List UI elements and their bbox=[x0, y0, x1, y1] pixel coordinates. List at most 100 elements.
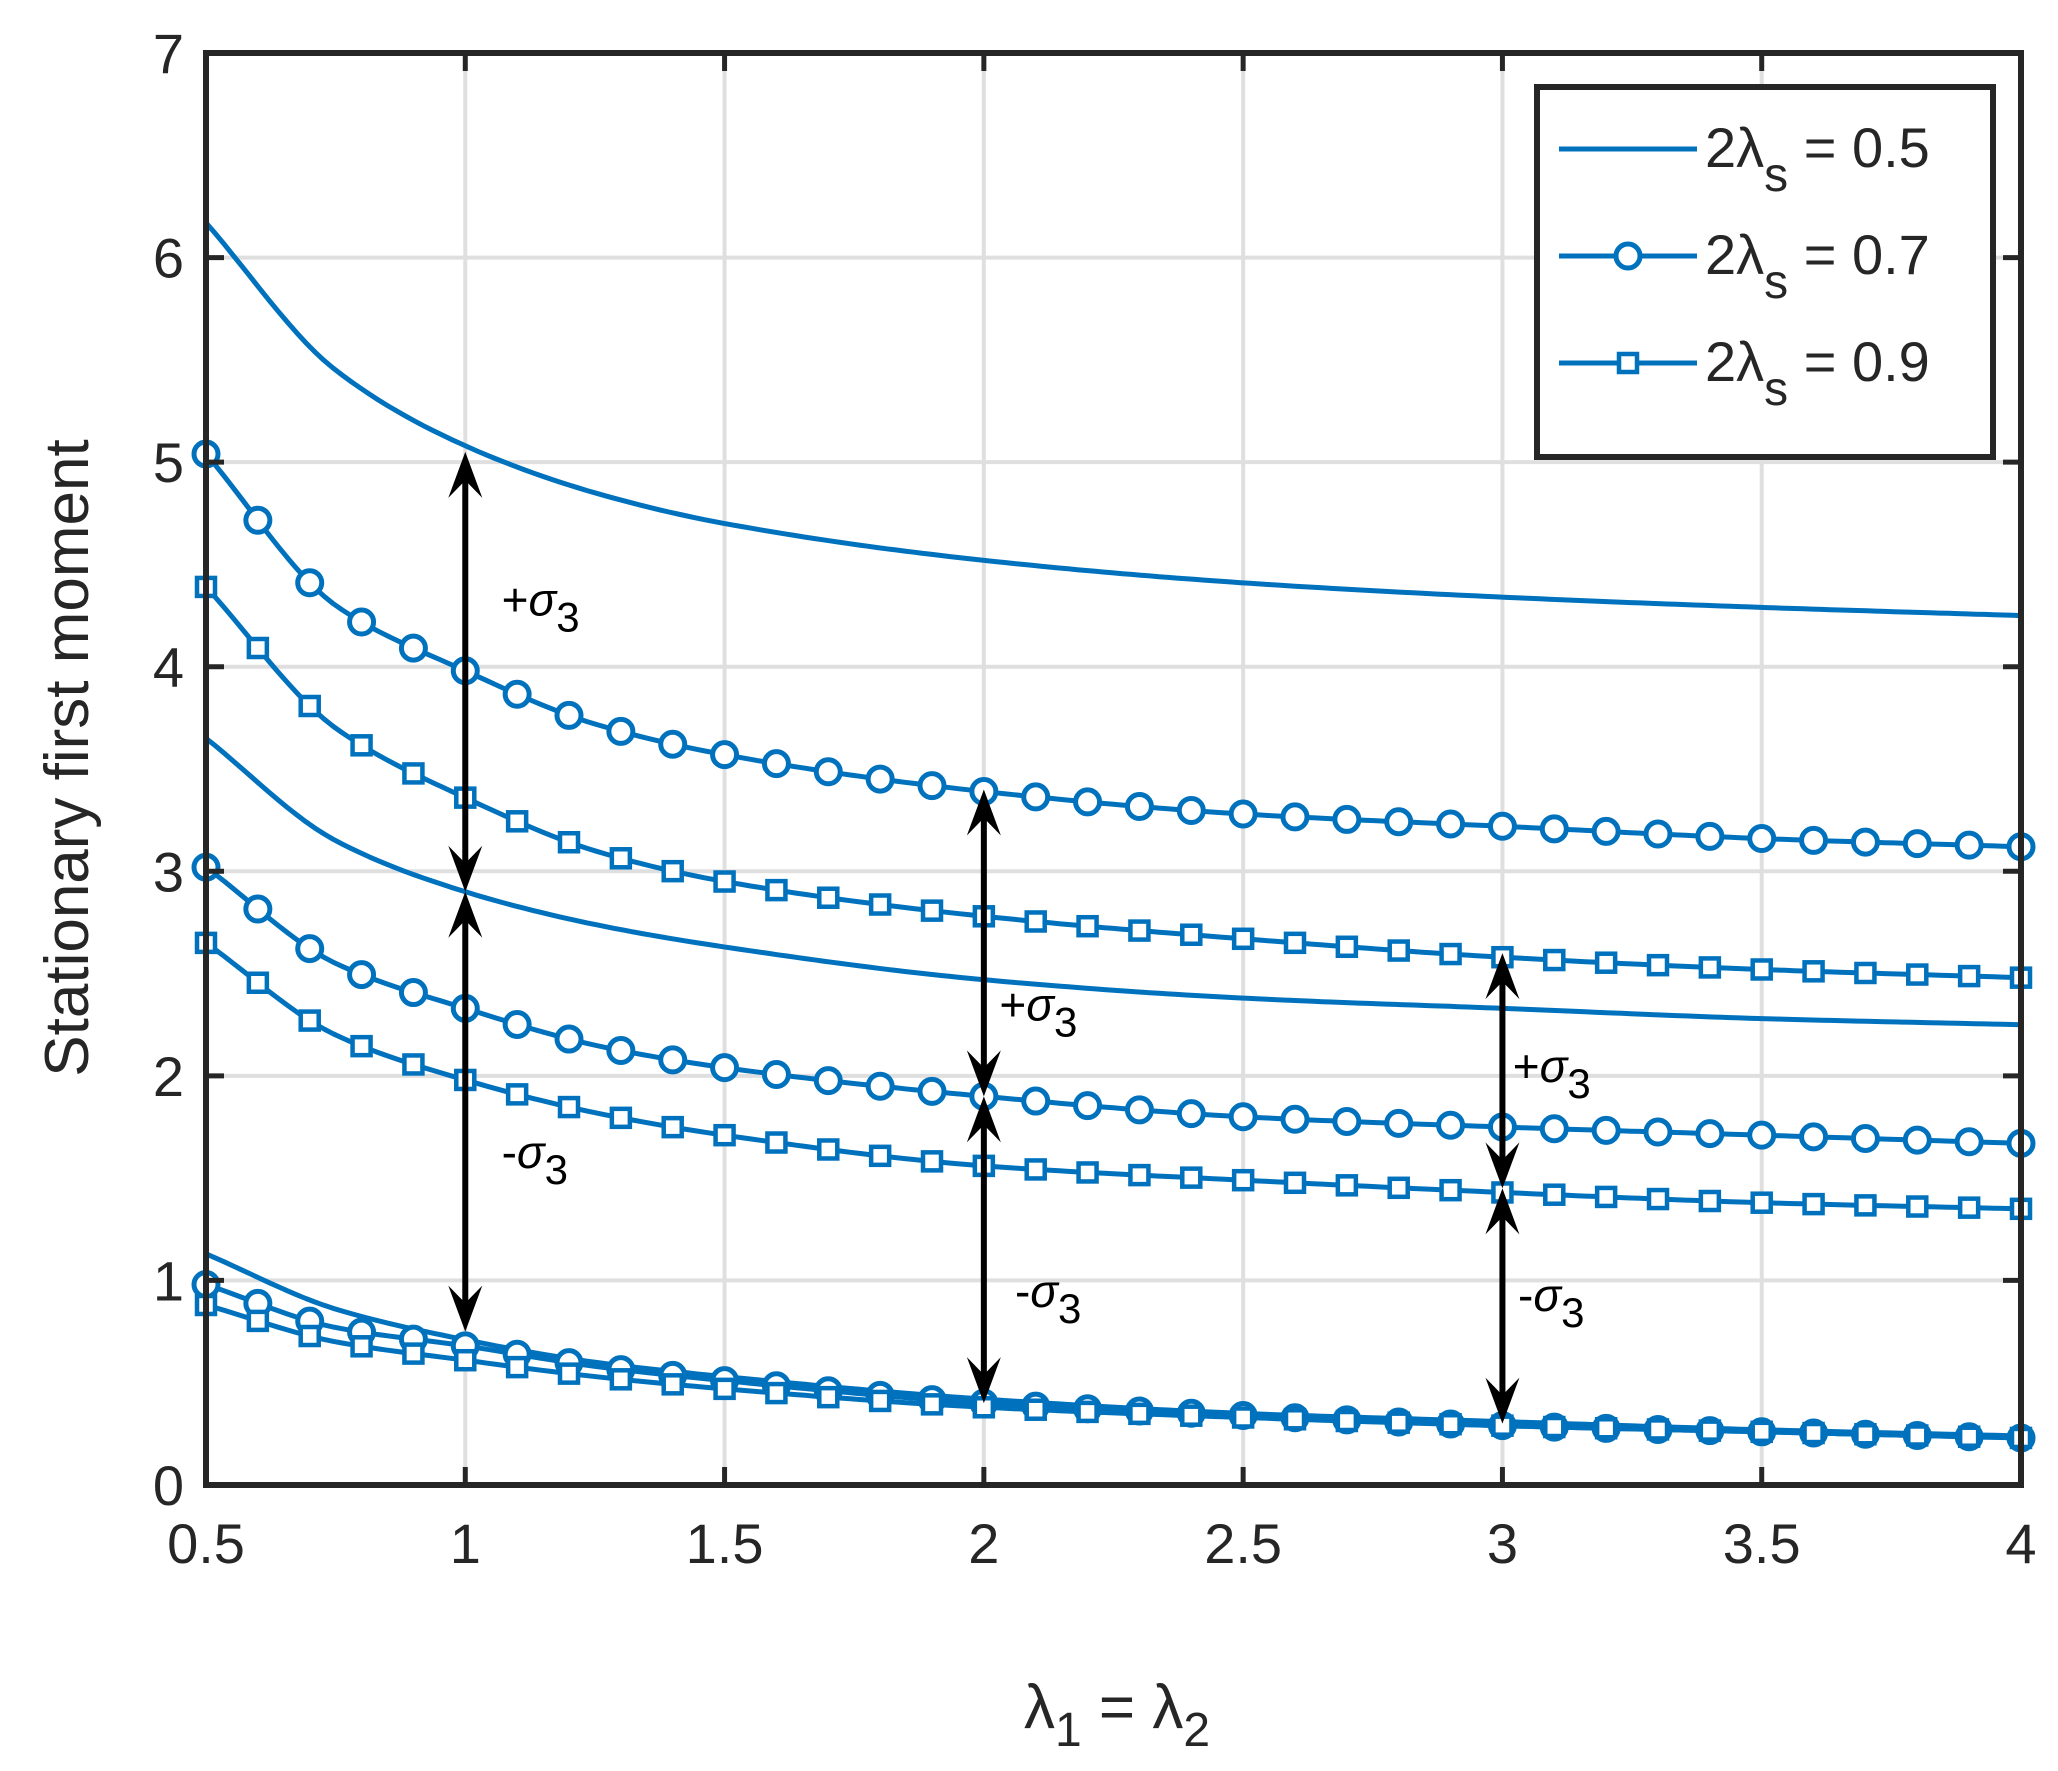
series-marker-square bbox=[1698, 956, 1722, 979]
x-axis-title-mid: = λ bbox=[1082, 1673, 1184, 1742]
series-marker-circle bbox=[1021, 1086, 1051, 1116]
series-marker-square bbox=[1646, 953, 1670, 977]
series-marker-square bbox=[1750, 958, 1773, 981]
series-marker-square bbox=[1750, 1191, 1773, 1214]
annotation-symbol: σ bbox=[517, 1126, 547, 1178]
series-marker-square bbox=[1543, 1415, 1566, 1439]
series-marker-square bbox=[1387, 939, 1410, 962]
series-marker-circle bbox=[1850, 827, 1880, 857]
arrow-head bbox=[966, 789, 1001, 836]
series-marker-square bbox=[1335, 935, 1359, 959]
arrow-head bbox=[966, 1096, 1001, 1143]
legend-marker-square bbox=[1616, 351, 1640, 375]
series-marker-square bbox=[1387, 1411, 1410, 1434]
arrow-head bbox=[448, 891, 483, 938]
y-tick-label-0: 0 bbox=[153, 1454, 184, 1517]
series-marker-square bbox=[1594, 1417, 1618, 1440]
annotation-label: -σ3 bbox=[1015, 1265, 1081, 1332]
series-marker-circle bbox=[917, 771, 947, 801]
annotation-label: -σ3 bbox=[502, 1126, 568, 1193]
series-marker-square bbox=[1543, 1183, 1566, 1206]
series-marker-square bbox=[661, 1115, 684, 1139]
annotation-subscript: 3 bbox=[1054, 999, 1077, 1046]
series-marker-square bbox=[1439, 1178, 1462, 1202]
series-marker-square bbox=[1802, 1421, 1825, 1445]
axes bbox=[203, 50, 2024, 1488]
series-marker-circle bbox=[917, 1076, 947, 1106]
series-marker-square bbox=[1646, 1418, 1670, 1441]
series-marker-square bbox=[1387, 1176, 1410, 1200]
series-none-mean bbox=[204, 736, 2022, 1028]
series-marker-circle bbox=[1591, 816, 1621, 846]
annotation-sign: - bbox=[1518, 1269, 1533, 1321]
annotation-symbol: σ bbox=[1540, 1040, 1570, 1092]
series-marker-square bbox=[1180, 923, 1203, 946]
series-marker-circle bbox=[1176, 1099, 1206, 1129]
series-marker-circle bbox=[1539, 1114, 1569, 1144]
legend-label-suffix: = 0.5 bbox=[1788, 116, 1930, 179]
y-tick-label-4: 4 bbox=[153, 636, 184, 699]
series-marker-circle bbox=[1073, 787, 1103, 817]
series-marker-square bbox=[557, 830, 581, 854]
series-marker-circle bbox=[554, 1024, 584, 1054]
series-marker-circle bbox=[813, 757, 843, 787]
series-marker-square bbox=[920, 899, 944, 922]
y-axis-title: Stationary first moment bbox=[33, 439, 102, 1076]
legend-label: 2λs = 0.7 bbox=[1705, 223, 1930, 309]
annotation-sign: + bbox=[502, 574, 529, 626]
series-marker-circle bbox=[1436, 809, 1466, 839]
y-tick-label-7: 7 bbox=[153, 22, 184, 85]
series-marker-circle bbox=[295, 568, 325, 598]
series-marker-square bbox=[350, 1335, 373, 1358]
series-marker-square bbox=[1180, 1166, 1203, 1189]
series-marker-square bbox=[713, 1123, 736, 1147]
series-marker-square bbox=[350, 734, 373, 757]
legend-label-suffix: = 0.9 bbox=[1788, 330, 1930, 393]
series-marker-circle bbox=[502, 679, 532, 709]
series-marker-circle bbox=[606, 716, 636, 746]
arrow-head bbox=[1485, 1142, 1520, 1189]
series-marker-circle bbox=[347, 607, 377, 637]
series-marker-circle bbox=[347, 960, 377, 990]
series-marker-square bbox=[765, 1131, 788, 1154]
series-marker-square bbox=[1750, 1420, 1773, 1444]
series-marker-circle bbox=[1539, 814, 1569, 844]
series-marker-circle bbox=[1487, 811, 1517, 841]
annotation-symbol: σ bbox=[1030, 1265, 1060, 1317]
arrow-head bbox=[448, 845, 483, 892]
annotation-label: +σ3 bbox=[502, 574, 580, 641]
series-marker-square bbox=[1024, 1158, 1047, 1181]
legend-label-prefix: 2λ bbox=[1705, 116, 1764, 179]
series-marker-circle bbox=[1747, 824, 1777, 854]
series-marker-circle bbox=[1436, 1110, 1466, 1140]
series-marker-square bbox=[298, 1009, 321, 1032]
series-marker-circle bbox=[1332, 1106, 1362, 1136]
x-tick-label-0: 0.5 bbox=[167, 1512, 245, 1575]
legend-label-sub: s bbox=[1764, 363, 1788, 416]
x-axis-title: λ1 = λ2 bbox=[1024, 1673, 1210, 1757]
annotation-minus-sigma-3: -σ3 bbox=[966, 1096, 1081, 1404]
series-marker-square bbox=[557, 1095, 581, 1119]
x-tick-label-6: 3.5 bbox=[1723, 1512, 1801, 1575]
series-marker-square bbox=[920, 1150, 944, 1173]
series-marker-square bbox=[765, 878, 788, 902]
series-marker-circle bbox=[1021, 782, 1051, 812]
series-marker-square bbox=[1646, 1187, 1670, 1211]
series-marker-circle bbox=[1643, 1117, 1673, 1147]
series-marker-circle bbox=[1902, 829, 1932, 859]
legend-item-1: 2λs = 0.7 bbox=[1559, 223, 1930, 309]
annotation-symbol: σ bbox=[528, 574, 558, 626]
series-marker-circle bbox=[398, 978, 428, 1008]
series-marker-square bbox=[505, 1355, 529, 1379]
annotation-sign: + bbox=[1513, 1040, 1540, 1092]
series-marker-square bbox=[1698, 1419, 1722, 1442]
x-axis-title-sub2: 2 bbox=[1183, 1704, 1210, 1757]
series-marker-circle bbox=[658, 1045, 688, 1075]
annotation-symbol: σ bbox=[1533, 1269, 1563, 1321]
series-marker-square bbox=[1957, 1425, 1981, 1448]
series-marker-square bbox=[1283, 931, 1307, 955]
annotation-label: -σ3 bbox=[1518, 1269, 1584, 1336]
annotation-plus-sigma-0: +σ3 bbox=[448, 451, 580, 892]
series-marker-square bbox=[1180, 1404, 1203, 1427]
